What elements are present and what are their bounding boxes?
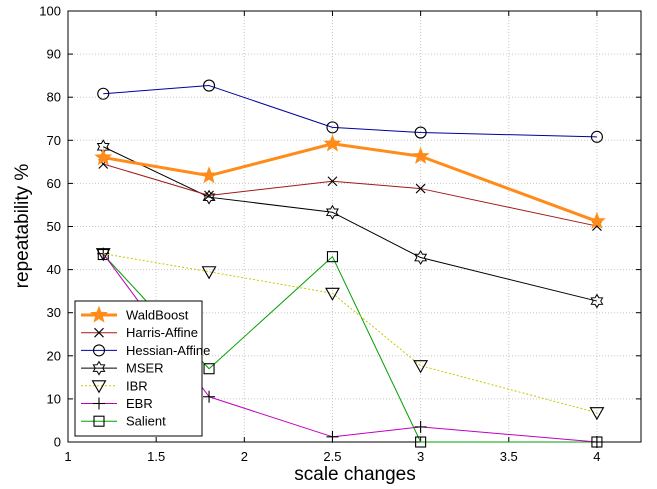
marker-stroke (204, 190, 214, 201)
y-tick-label: 20 (47, 348, 61, 363)
y-tick-label: 50 (47, 219, 61, 234)
x-tick-label: 3 (417, 449, 424, 464)
data-point-ibr (95, 248, 111, 262)
data-point-hessian-affine (202, 79, 216, 92)
data-point-ebr (203, 390, 216, 403)
data-point-waldboost (200, 166, 218, 184)
legend-swatch-marker (94, 327, 104, 338)
legend-swatch-marker (93, 415, 105, 427)
x-tick-label: 1.5 (147, 449, 165, 464)
y-tick-label: 60 (47, 176, 61, 191)
series-group (94, 79, 606, 448)
legend-label: MSER (126, 361, 164, 376)
legend-item-ebr: EBR (81, 396, 153, 411)
x-axis-label: scale changes (294, 464, 415, 485)
data-point-hessian-affine (590, 130, 603, 143)
grid-lines (68, 11, 641, 442)
legend-swatch-marker (92, 360, 106, 376)
data-point-waldboost (587, 211, 606, 229)
legend-item-mser: MSER (81, 361, 164, 376)
y-tick-label: 10 (47, 391, 61, 406)
y-axis-label: repeatability % (12, 164, 33, 289)
data-point-ebr (414, 420, 427, 433)
data-point-harris-affine (327, 176, 338, 187)
data-point-ibr (589, 407, 605, 421)
x-tick-label: 2 (241, 449, 248, 464)
data-point-salient (326, 251, 339, 263)
y-tick-label: 90 (47, 47, 61, 62)
legend-item-harris-affine: Harris-Affine (81, 325, 198, 340)
y-tick-label: 0 (54, 435, 61, 450)
legend-item-hessian-affine: Hessian-Affine (81, 343, 210, 358)
series-mser (96, 139, 604, 309)
y-tick-label: 70 (47, 133, 61, 148)
data-point-waldboost (411, 146, 430, 164)
data-point-ebr (590, 436, 603, 448)
marker-stroke (327, 176, 338, 187)
data-point-mser (325, 204, 339, 220)
legend-swatch-marker (92, 344, 106, 357)
series-hessian-affine (97, 79, 603, 143)
legend-label: WaldBoost (126, 308, 189, 323)
legend-label: Salient (126, 414, 166, 429)
legend-item-salient: Salient (81, 414, 166, 429)
series-harris-affine (98, 159, 602, 231)
legend: WaldBoost Harris-Affine Hessian-Affine MSER… (74, 300, 210, 437)
x-tick-label: 2.5 (323, 449, 341, 464)
data-point-harris-affine (415, 183, 426, 194)
series-line-hessian-affine (103, 85, 597, 138)
data-point-ibr (201, 266, 217, 280)
y-tick-label: 100 (39, 4, 61, 19)
y-tick-label: 80 (47, 90, 61, 105)
y-tick-label: 30 (47, 305, 61, 320)
series-waldboost (94, 134, 606, 229)
data-point-mser (414, 250, 428, 266)
legend-swatch-marker (93, 397, 105, 410)
data-point-waldboost (94, 148, 113, 166)
x-tick-label: 4 (593, 449, 600, 464)
data-point-salient (415, 436, 427, 448)
series-ibr (95, 248, 605, 421)
marker-stroke (94, 327, 104, 338)
legend-label: Harris-Affine (126, 325, 198, 340)
legend-item-waldboost: WaldBoost (81, 305, 189, 323)
data-point-ibr (413, 360, 429, 374)
series-line-mser (103, 146, 598, 302)
data-point-mser (590, 293, 604, 309)
legend-item-ibr: IBR (81, 378, 148, 394)
data-point-hessian-affine (414, 126, 427, 139)
data-point-salient (203, 363, 215, 375)
data-point-waldboost (323, 134, 342, 152)
y-tick-label: 40 (47, 262, 61, 277)
data-point-ebr (326, 430, 339, 443)
x-tick-label: 1 (64, 449, 71, 464)
legend-label: EBR (126, 396, 153, 411)
data-point-hessian-affine (326, 121, 339, 134)
x-tick-label: 3.5 (500, 449, 518, 464)
data-point-hessian-affine (97, 87, 110, 100)
legend-label: IBR (126, 378, 148, 393)
data-point-ibr (325, 287, 340, 301)
legend-swatch-marker (90, 305, 108, 323)
marker-stroke (415, 183, 426, 194)
data-point-harris-affine (204, 190, 214, 201)
legend-swatch-marker (91, 380, 107, 394)
series-line-ibr (103, 253, 598, 414)
legend-label: Hessian-Affine (126, 343, 210, 358)
